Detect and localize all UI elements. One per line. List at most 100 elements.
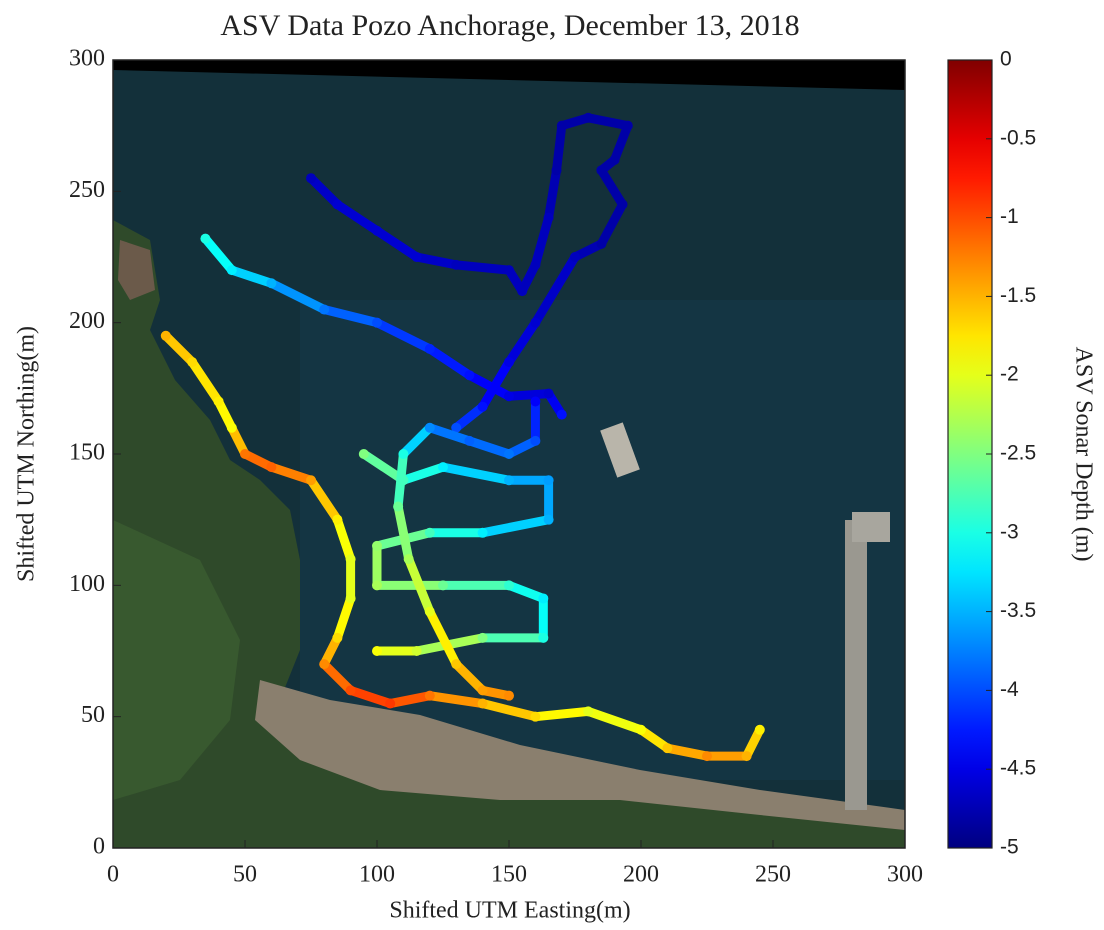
depth-point — [438, 462, 448, 472]
depth-point — [372, 646, 382, 656]
depth-point — [544, 515, 554, 525]
y-axis-label: Shifted UTM Northing(m) — [14, 326, 40, 582]
depth-point — [504, 580, 514, 590]
colorbar-tick-label: -1.5 — [1000, 284, 1036, 307]
depth-point — [425, 344, 435, 354]
depth-point — [636, 725, 646, 735]
depth-point — [662, 743, 672, 753]
y-tick-label: 150 — [69, 440, 105, 466]
depth-point — [517, 286, 527, 296]
colorbar-tick-label: -5 — [1000, 836, 1019, 859]
colorbar-label: ASV Sonar Depth (m) — [1070, 347, 1096, 562]
depth-point — [538, 593, 548, 603]
depth-point — [557, 410, 567, 420]
depth-point — [451, 260, 461, 270]
y-tick-label: 50 — [81, 702, 105, 728]
depth-point — [346, 554, 356, 564]
depth-point — [240, 449, 250, 459]
depth-point — [200, 234, 210, 244]
depth-point — [504, 265, 514, 275]
depth-point — [530, 436, 540, 446]
track-segment — [557, 126, 562, 171]
colorbar-tick-label: -2.5 — [1000, 442, 1036, 465]
depth-point — [478, 528, 488, 538]
track-segment — [509, 394, 549, 397]
depth-point — [464, 370, 474, 380]
depth-point — [412, 646, 422, 656]
y-tick-label: 0 — [93, 834, 105, 860]
depth-point — [161, 331, 171, 341]
x-tick-label: 0 — [107, 862, 119, 888]
depth-point — [393, 502, 403, 512]
colorbar-tick-label: -0.5 — [1000, 126, 1036, 149]
depth-point — [504, 691, 514, 701]
depth-point — [478, 402, 488, 412]
colorbar-tick-label: -1 — [1000, 205, 1019, 228]
y-tick-label: 250 — [69, 177, 105, 203]
depth-point — [478, 685, 488, 695]
depth-point — [372, 580, 382, 590]
depth-point — [530, 260, 540, 270]
depth-point — [538, 633, 548, 643]
depth-point — [187, 357, 197, 367]
depth-point — [596, 239, 606, 249]
depth-point — [404, 554, 414, 564]
depth-point — [266, 462, 276, 472]
depth-point — [583, 113, 593, 123]
depth-point — [412, 252, 422, 262]
track-segment — [535, 711, 588, 716]
depth-point — [332, 633, 342, 643]
y-tick-label: 200 — [69, 308, 105, 334]
chart: ASV Data Pozo Anchorage, December 13, 20… — [0, 0, 1104, 930]
depth-point — [332, 199, 342, 209]
depth-point — [530, 712, 540, 722]
depth-point — [530, 318, 540, 328]
depth-point — [385, 699, 395, 709]
colorbar-tick-label: -4 — [1000, 678, 1019, 701]
depth-point — [504, 475, 514, 485]
depth-point — [610, 155, 620, 165]
depth-point — [346, 593, 356, 603]
depth-point — [755, 725, 765, 735]
page: ASV Data Pozo Anchorage, December 13, 20… — [0, 0, 1104, 930]
depth-point — [623, 121, 633, 131]
colorbar-tick-label: -3 — [1000, 520, 1019, 543]
depth-point — [478, 699, 488, 709]
depth-point — [425, 691, 435, 701]
depth-point — [372, 318, 382, 328]
depth-point — [504, 449, 514, 459]
x-tick-label: 200 — [623, 862, 659, 888]
depth-point — [214, 396, 224, 406]
depth-point — [464, 436, 474, 446]
x-tick-label: 150 — [491, 862, 527, 888]
x-tick-label: 300 — [887, 862, 923, 888]
colorbar-tick-label: -3.5 — [1000, 599, 1036, 622]
depth-point — [618, 199, 628, 209]
depth-point — [372, 226, 382, 236]
depth-point — [398, 449, 408, 459]
depth-point — [425, 607, 435, 617]
depth-point — [583, 706, 593, 716]
track-segment — [456, 265, 509, 270]
colorbar-tick-label: -2 — [1000, 363, 1019, 386]
colorbar-tick-label: 0 — [1000, 48, 1012, 71]
depth-point — [552, 165, 562, 175]
colorbar-tick-label: -4.5 — [1000, 757, 1036, 780]
depth-point — [451, 659, 461, 669]
depth-point — [544, 475, 554, 485]
x-axis-label: Shifted UTM Easting(m) — [389, 898, 630, 924]
depth-point — [504, 391, 514, 401]
depth-point — [425, 528, 435, 538]
depth-point — [478, 633, 488, 643]
depth-point — [742, 751, 752, 761]
x-tick-label: 50 — [233, 862, 257, 888]
depth-point — [557, 121, 567, 131]
track-segment — [398, 454, 403, 507]
chart-title: ASV Data Pozo Anchorage, December 13, 20… — [220, 9, 799, 42]
depth-point — [372, 541, 382, 551]
depth-point — [359, 449, 369, 459]
depth-point — [227, 423, 237, 433]
depth-point — [570, 252, 580, 262]
depth-point — [227, 265, 237, 275]
depth-point — [544, 213, 554, 223]
